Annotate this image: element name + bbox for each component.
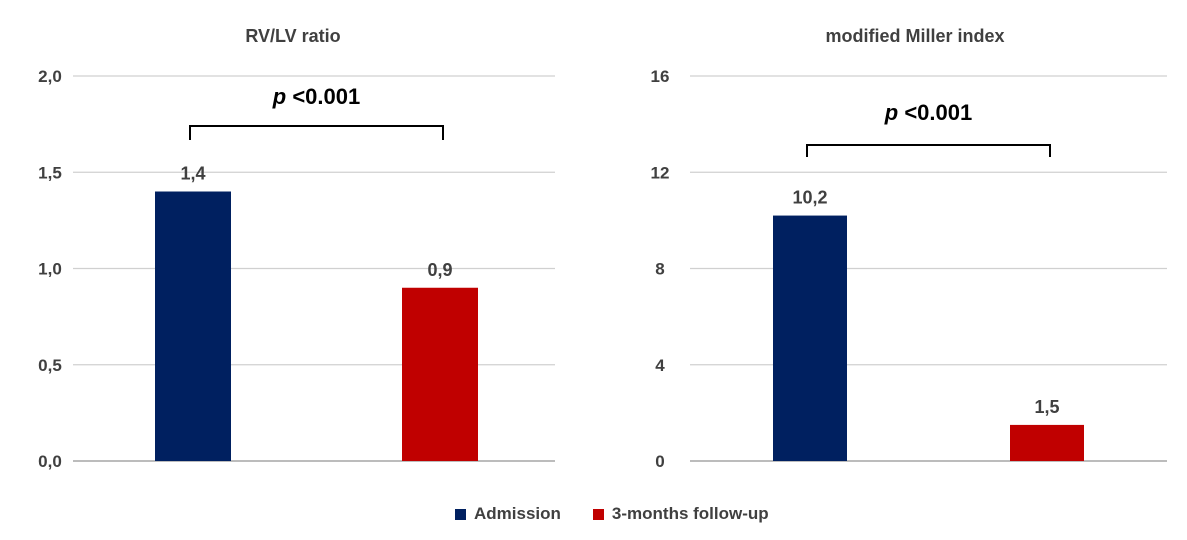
chart-title: RV/LV ratio <box>245 26 340 46</box>
p-value-annotation: p <0.001 <box>272 84 360 109</box>
data-label: 0,9 <box>427 260 452 280</box>
legend-swatch-admission <box>455 508 466 520</box>
y-tick-label: 2,0 <box>38 67 62 86</box>
significance-bracket <box>806 144 1051 157</box>
chart-title: modified Miller index <box>825 26 1004 46</box>
bar-3-months-follow-up <box>1010 424 1084 461</box>
y-tick-label: 16 <box>651 67 670 86</box>
bar-admission <box>155 191 231 461</box>
y-tick-label: 0 <box>655 452 664 471</box>
y-tick-label: 8 <box>655 260 664 279</box>
y-tick-label: 0,5 <box>38 356 62 375</box>
p-value-annotation: p <0.001 <box>884 100 972 125</box>
legend-swatch-follow-up <box>592 508 604 520</box>
data-label: 10,2 <box>792 188 827 208</box>
chart-panel-rv-lv-ratio: RV/LV ratio 0,0 0,5 1,0 1,5 2,0 1,4 0,9 p <0.00… <box>38 26 555 471</box>
y-tick-label: 4 <box>655 356 665 375</box>
legend-item-admission: Admission <box>455 504 561 524</box>
significance-bracket <box>189 125 444 140</box>
data-label: 1,5 <box>1034 397 1059 417</box>
data-label: 1,4 <box>180 164 205 184</box>
y-tick-label: 1,0 <box>38 260 62 279</box>
y-tick-label: 12 <box>651 163 670 182</box>
legend: Admission 3-months follow-up <box>455 502 769 526</box>
legend-label: 3-months follow-up <box>611 504 769 523</box>
bar-admission <box>773 215 847 461</box>
legend-item-follow-up: 3-months follow-up <box>592 504 769 524</box>
y-tick-label: 0,0 <box>38 452 62 471</box>
chart-panel-modified-miller-index: modified Miller index 0 4 8 12 16 10,2 1,5 p <0… <box>651 26 1167 471</box>
bar-3-months-follow-up <box>402 287 478 461</box>
legend-label: Admission <box>474 504 561 523</box>
y-tick-label: 1,5 <box>38 163 62 182</box>
